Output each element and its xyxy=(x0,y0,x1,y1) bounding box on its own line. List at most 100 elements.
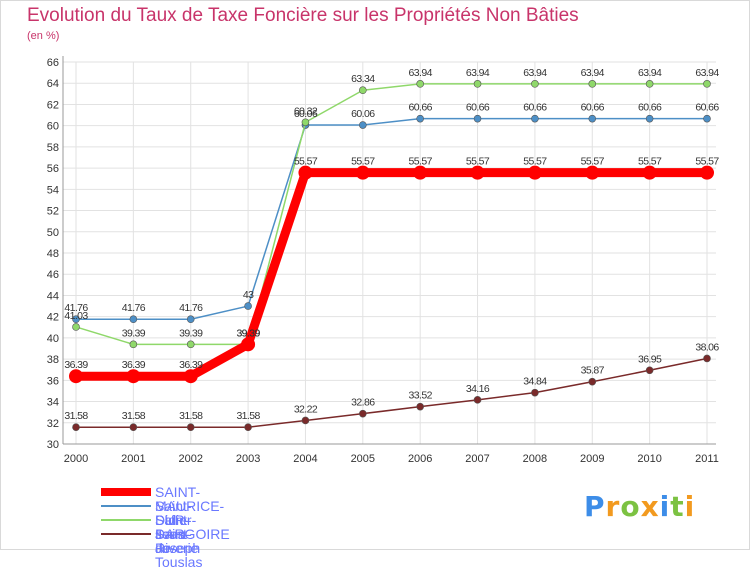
data-label: 33.52 xyxy=(409,390,433,402)
legend-label: SAINT-MAURICE-SUR-DARGOIRE xyxy=(155,484,230,542)
series-line xyxy=(76,357,708,428)
data-label: 60.06 xyxy=(294,108,318,120)
line-chart: 30 32 34 36 38 40 42 44 46 48 50 52 54 56 58 60 62 64 66 20… xyxy=(47,56,720,465)
y-tick-label: 52 xyxy=(47,206,59,218)
data-point xyxy=(416,114,424,123)
data-point xyxy=(703,354,711,363)
x-tick-label: 2002 xyxy=(178,453,202,465)
data-point xyxy=(645,366,654,375)
data-label: 32.86 xyxy=(351,397,375,409)
data-point xyxy=(473,396,482,404)
data-point xyxy=(700,165,714,180)
data-label: 39.39 xyxy=(122,327,146,339)
data-point xyxy=(359,121,367,129)
data-label: 31.58 xyxy=(64,410,88,422)
x-tick-label: 2009 xyxy=(580,453,604,465)
data-label: 35.87 xyxy=(581,365,605,377)
data-point xyxy=(301,416,310,425)
data-label: 55.57 xyxy=(581,156,605,168)
data-label: 32.22 xyxy=(294,403,318,415)
data-label: 36.95 xyxy=(638,353,662,365)
legend-swatch xyxy=(101,488,151,496)
logo-letter: r xyxy=(605,490,621,523)
data-point xyxy=(413,165,428,180)
series-line xyxy=(76,168,707,381)
data-point xyxy=(298,165,313,180)
data-point xyxy=(703,80,711,88)
data-label: 41.76 xyxy=(179,302,203,314)
data-point xyxy=(703,114,711,123)
x-tick-label: 2011 xyxy=(695,453,719,465)
data-label: 34.84 xyxy=(523,376,547,388)
logo-letter: x xyxy=(640,490,660,523)
data-point xyxy=(416,80,424,88)
logo-letter: t xyxy=(670,490,685,523)
data-point xyxy=(531,114,539,123)
data-label: 55.57 xyxy=(351,156,375,168)
data-point xyxy=(129,340,138,349)
y-tick-label: 54 xyxy=(47,184,59,196)
data-label: 41.03 xyxy=(64,310,88,322)
data-label: 63.34 xyxy=(351,73,375,85)
data-label: 31.58 xyxy=(236,410,260,422)
chart-title: Evolution du Taux de Taxe Foncière sur l… xyxy=(27,5,579,26)
data-point xyxy=(531,388,539,397)
data-label: 31.58 xyxy=(122,410,146,422)
data-label: 60.66 xyxy=(409,102,433,114)
data-label: 55.57 xyxy=(466,156,490,168)
data-point xyxy=(69,369,83,384)
series-line xyxy=(75,83,707,346)
x-tick-label: 2000 xyxy=(64,453,88,465)
data-point xyxy=(301,118,310,127)
data-label: 36.39 xyxy=(122,359,146,371)
y-tick-label: 34 xyxy=(47,397,59,409)
data-point xyxy=(129,423,138,432)
data-label: 34.16 xyxy=(466,383,490,395)
data-label: 36.39 xyxy=(64,359,88,371)
data-label: 43 xyxy=(243,289,254,301)
data-label: 55.57 xyxy=(695,156,719,168)
logo-letter: P xyxy=(584,490,606,523)
logo-letter: o xyxy=(620,490,641,523)
data-point xyxy=(473,114,482,123)
data-label: 55.57 xyxy=(638,156,662,168)
data-label: 60.66 xyxy=(523,102,547,114)
proxiti-logo: Proxiti xyxy=(584,490,695,523)
data-label: 38.06 xyxy=(695,341,719,353)
x-tick-label: 2007 xyxy=(465,453,489,465)
x-tick-label: 2006 xyxy=(408,453,432,465)
data-point xyxy=(244,302,252,310)
data-point xyxy=(126,369,141,384)
data-label: 55.57 xyxy=(523,156,547,168)
data-label: 60.32 xyxy=(294,105,318,117)
x-tick-label: 2003 xyxy=(236,453,260,465)
data-point xyxy=(72,323,80,331)
data-point xyxy=(645,114,654,123)
data-label: 60.66 xyxy=(581,102,605,114)
data-point xyxy=(527,165,542,180)
logo-letter: i xyxy=(684,490,696,523)
data-label: 39.39 xyxy=(236,327,260,339)
y-tick-label: 56 xyxy=(47,163,59,175)
data-point xyxy=(355,165,370,180)
data-label: 63.94 xyxy=(638,67,662,79)
legend-swatch xyxy=(101,519,151,521)
data-label: 63.94 xyxy=(581,67,605,79)
data-label: 39.39 xyxy=(179,327,203,339)
data-point xyxy=(186,315,195,324)
data-point xyxy=(642,165,657,180)
legend-swatch xyxy=(101,505,151,507)
x-tick-label: 2001 xyxy=(121,453,145,465)
y-tick-label: 40 xyxy=(47,333,59,345)
y-tick-label: 60 xyxy=(47,121,59,133)
data-label: 41.76 xyxy=(64,302,88,314)
data-point xyxy=(72,423,80,432)
data-label: 39.39 xyxy=(236,327,260,339)
data-point xyxy=(244,423,252,432)
data-point xyxy=(416,402,424,411)
y-tick-label: 30 xyxy=(47,439,59,451)
data-label: 55.57 xyxy=(409,156,433,168)
y-unit-label: (en %) xyxy=(27,30,60,42)
data-point xyxy=(186,423,195,432)
data-label: 41.76 xyxy=(122,302,146,314)
